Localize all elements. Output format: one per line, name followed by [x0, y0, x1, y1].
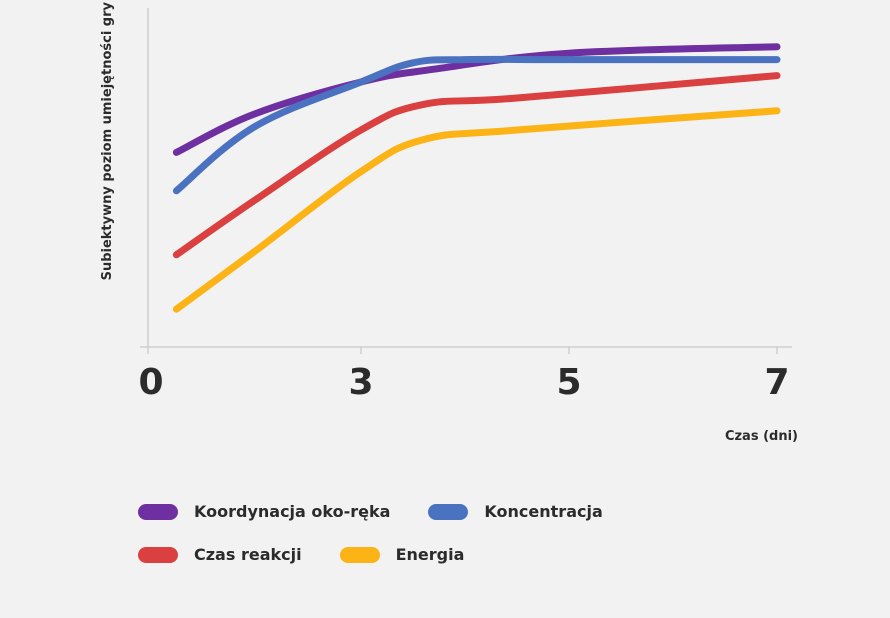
legend-label-czas-reakcji: Czas reakcji [194, 545, 302, 564]
x-tick-label-0: 0 [138, 362, 163, 403]
legend-row: Koordynacja oko-ręka Koncentracja [138, 490, 698, 533]
series-line-energia [172, 107, 781, 313]
legend-item-energia: Energia [339, 545, 465, 564]
x-tick-label-3: 3 [348, 362, 373, 403]
legend-item-koordynacja: Koordynacja oko-ręka [138, 502, 390, 521]
x-axis-ticks [147, 347, 778, 354]
legend-swatch-koordynacja [138, 503, 178, 520]
legend-label-koncentracja: Koncentracja [484, 502, 603, 521]
legend-swatch-czas-reakcji [138, 546, 178, 563]
chart-legend: Koordynacja oko-ręka Koncentracja Czas r… [138, 490, 698, 576]
series-line-koordynacja [172, 43, 781, 156]
x-axis-tick-labels: 0 3 5 7 [138, 362, 789, 403]
series-lines [172, 43, 781, 313]
legend-row: Czas reakcji Energia [138, 533, 698, 576]
legend-label-energia: Energia [395, 545, 465, 564]
legend-item-koncentracja: Koncentracja [428, 502, 603, 521]
series-line-czas-reakcji [172, 72, 781, 259]
x-tick-label-7: 7 [764, 362, 789, 403]
x-tick-label-5: 5 [556, 362, 581, 403]
legend-swatch-koncentracja [428, 503, 469, 520]
legend-label-koordynacja: Koordynacja oko-ręka [194, 502, 391, 521]
legend-swatch-energia [339, 546, 380, 563]
legend-item-czas-reakcji: Czas reakcji [138, 545, 302, 564]
series-line-koncentracja [172, 55, 781, 195]
x-axis-label: Czas (dni) [725, 429, 798, 444]
y-axis-label: Subiektywny poziom umiejętności gry [100, 1, 115, 280]
